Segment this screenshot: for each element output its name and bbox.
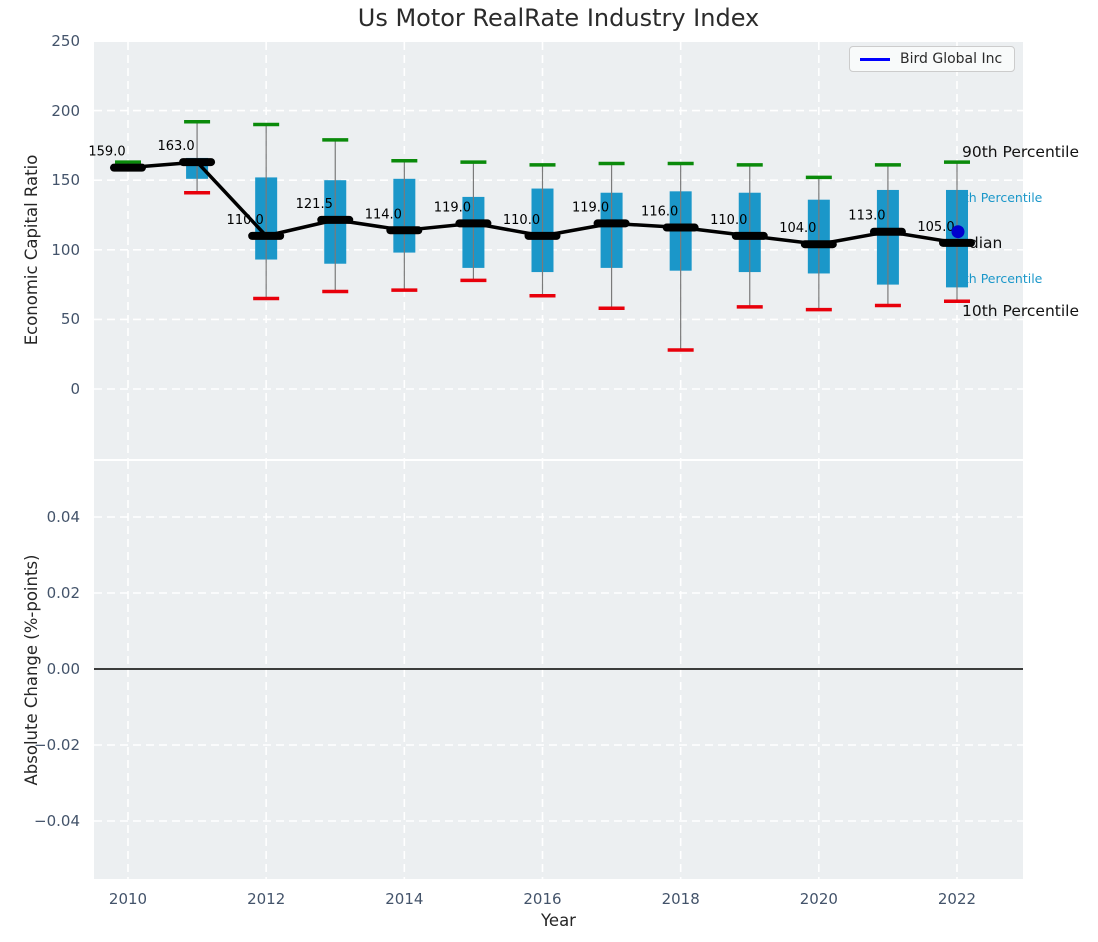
median-value-label: 110.0: [710, 213, 747, 228]
bottom-chart-svg: [94, 461, 1023, 879]
top-y-tick-250: 250: [0, 32, 80, 50]
top-y-tick-150: 150: [0, 171, 80, 189]
legend-line-sample: [860, 58, 890, 61]
top-y-tick-50: 50: [0, 310, 80, 328]
box-whisker-2017: [599, 163, 625, 308]
x-tick-2018: 2018: [641, 890, 721, 908]
bottom-y-tick-0.02: 0.02: [0, 584, 80, 602]
top-y-tick-100: 100: [0, 241, 80, 259]
median-value-label: 110.0: [503, 213, 540, 228]
top-chart-svg: 159.0163.0110.0121.5114.0119.0110.0119.0…: [94, 42, 1023, 459]
box-whisker-2012: [253, 125, 279, 299]
x-tick-2014: 2014: [364, 890, 444, 908]
median-value-label: 104.0: [779, 221, 816, 236]
bottom-y-tick-0.00: 0.00: [0, 660, 80, 678]
median-value-label: 119.0: [434, 200, 471, 215]
chart-title: Us Motor RealRate Industry Index: [94, 4, 1023, 32]
top-y-tick-200: 200: [0, 102, 80, 120]
median-value-label: 163.0: [157, 139, 194, 154]
box-whisker-2011: [184, 122, 210, 193]
top-y-tick-0: 0: [0, 380, 80, 398]
box-whisker-2016: [529, 165, 555, 296]
median-value-label: 110.0: [227, 213, 264, 228]
x-tick-2010: 2010: [88, 890, 168, 908]
company-data-point: [951, 225, 964, 238]
x-tick-2022: 2022: [917, 890, 997, 908]
bottom-y-tick-0.04: 0.04: [0, 508, 80, 526]
x-tick-2016: 2016: [502, 890, 582, 908]
legend-label: Bird Global Inc: [900, 51, 1002, 67]
legend: Bird Global Inc: [849, 46, 1015, 72]
median-value-label: 116.0: [641, 205, 678, 220]
box-whisker-2013: [322, 140, 348, 292]
box-whisker-2014: [391, 161, 417, 290]
bottom-y-tick-−0.02: −0.02: [0, 736, 80, 754]
median-value-label: 105.0: [917, 220, 954, 235]
median-value-label: 121.5: [296, 197, 333, 212]
x-axis-label: Year: [94, 911, 1023, 930]
median-value-label: 114.0: [365, 207, 402, 222]
median-value-label: 119.0: [572, 200, 609, 215]
bottom-y-tick-−0.04: −0.04: [0, 812, 80, 830]
figure: Us Motor RealRate Industry Index 90th Pe…: [0, 0, 1098, 942]
median-value-label: 113.0: [848, 209, 885, 224]
x-tick-2012: 2012: [226, 890, 306, 908]
box-whisker-2018: [668, 163, 694, 350]
x-tick-2020: 2020: [779, 890, 859, 908]
median-value-label: 159.0: [88, 145, 125, 160]
